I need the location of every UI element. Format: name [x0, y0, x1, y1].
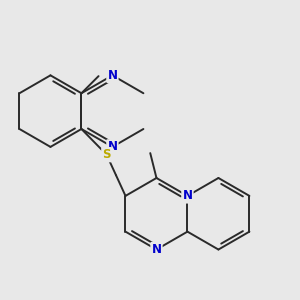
Text: N: N — [107, 140, 117, 153]
Text: N: N — [182, 189, 193, 203]
Text: N: N — [152, 243, 161, 256]
Text: S: S — [102, 148, 111, 161]
Text: N: N — [107, 69, 117, 82]
